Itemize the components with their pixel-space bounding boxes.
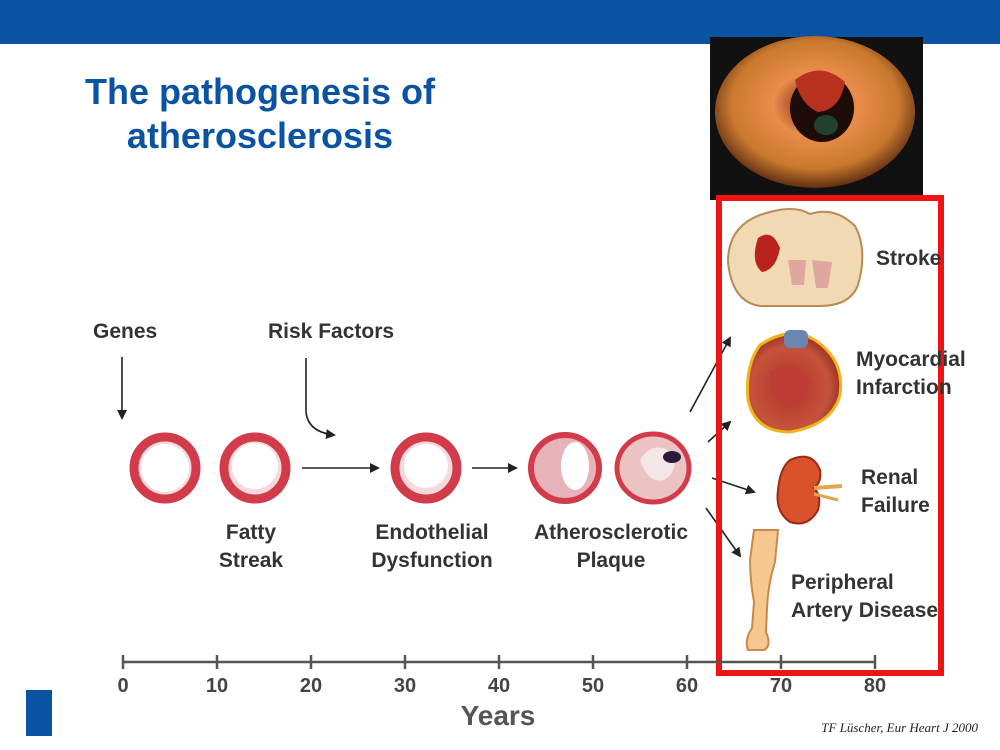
renal-line-1: Renal	[861, 466, 919, 489]
mi-line-1: Myocardial	[856, 348, 966, 371]
artery-fatty-streak	[219, 432, 291, 504]
genes-label: Genes	[93, 320, 158, 343]
atherosclerotic-line-2: Plaque	[576, 549, 646, 572]
artery-normal	[129, 432, 201, 504]
artery-early-plaque	[528, 432, 602, 504]
mi-label: Myocardial Infarction	[856, 346, 966, 402]
tick-label: 10	[205, 675, 229, 697]
endothelial-line-2: Dysfunction	[371, 549, 493, 572]
renal-line-2: Failure	[861, 494, 930, 517]
stroke-label: Stroke	[876, 247, 942, 270]
mi-line-2: Infarction	[856, 376, 952, 399]
atherosclerotic-line-1: Atherosclerotic	[533, 521, 689, 544]
arrow-to-stroke	[689, 336, 731, 413]
artery-endothelial-dysfunction	[390, 432, 462, 504]
slide-title: The pathogenesis of atherosclerosis	[40, 70, 480, 158]
tick-label: 40	[487, 675, 511, 697]
endoscopic-image	[710, 36, 923, 200]
risk-factors-label: Risk Factors	[268, 320, 395, 343]
tick-label: 20	[299, 675, 323, 697]
tick-label: 0	[117, 675, 129, 697]
pad-label: Peripheral Artery Disease	[791, 569, 938, 625]
fatty-streak-label: Fatty Streak	[195, 519, 307, 575]
title-line-2: atherosclerosis	[126, 115, 394, 156]
renal-failure-label: Renal Failure	[861, 464, 930, 520]
heart-illustration	[746, 330, 843, 434]
axis-title: Years	[460, 700, 536, 731]
arrow-to-pad	[705, 507, 742, 558]
kidney-illustration	[776, 455, 843, 525]
artery-advanced-plaque	[614, 431, 692, 505]
endothelial-dysfunction-label: Endothelial Dysfunction	[352, 519, 512, 575]
tick-label: 50	[581, 675, 605, 697]
tick-label: 80	[863, 675, 887, 697]
complications-highlight-box	[716, 195, 944, 676]
leg-illustration	[745, 529, 780, 651]
header-bar	[0, 0, 1000, 44]
pad-line-2: Artery Disease	[791, 599, 939, 622]
atherosclerotic-plaque-label: Atherosclerotic Plaque	[520, 519, 702, 575]
university-logo	[26, 690, 52, 736]
endothelial-line-1: Endothelial	[375, 521, 489, 544]
fatty-streak-line-2: Streak	[218, 549, 284, 572]
brain-illustration	[726, 208, 864, 307]
pad-line-1: Peripheral	[791, 571, 894, 594]
time-axis	[121, 655, 877, 669]
citation: TF Lüscher, Eur Heart J 2000	[821, 720, 978, 735]
tick-label: 70	[769, 675, 793, 697]
title-line-1: The pathogenesis of	[84, 71, 436, 112]
tick-label: 60	[675, 675, 699, 697]
tick-label: 30	[393, 675, 417, 697]
risk-factors-arrow	[305, 358, 336, 440]
fatty-streak-line-1: Fatty	[225, 521, 277, 544]
